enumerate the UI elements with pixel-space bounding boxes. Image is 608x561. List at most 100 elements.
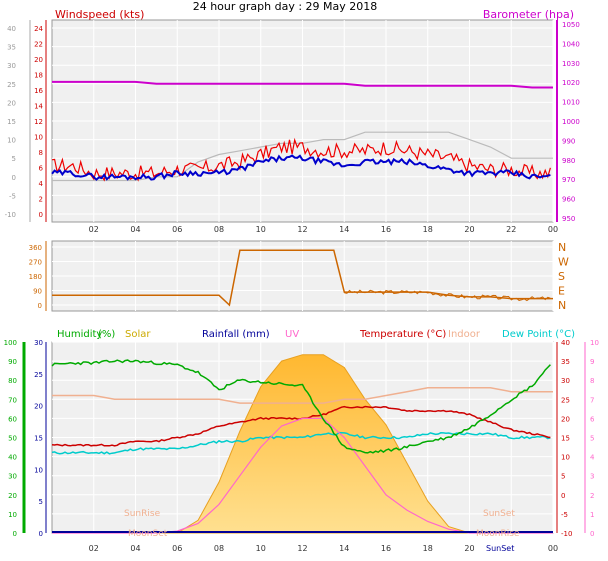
wind-inner-tick-label: 18 bbox=[34, 72, 43, 80]
baro-tick-label: 970 bbox=[562, 176, 575, 184]
wind-outer-tick-label: -10 bbox=[5, 211, 16, 219]
uv-tick-label: 5 bbox=[590, 435, 594, 443]
dir-compass-label: S bbox=[558, 270, 565, 283]
temp-x-axis: 02 04 06 08 10 12 14 16 18 20 00 bbox=[89, 544, 558, 553]
temp-legend: Humidity (%) Solar Rainfall (mm) UV Temp… bbox=[57, 329, 575, 340]
temp-tick-label: -5 bbox=[561, 511, 568, 519]
series-wind-average bbox=[51, 154, 551, 181]
baro-tick-label: 950 bbox=[562, 215, 575, 223]
uv-tick-label: 10 bbox=[590, 339, 599, 347]
series-barometer bbox=[52, 80, 553, 89]
baro-tick-label: 960 bbox=[562, 196, 575, 204]
baro-tick-label: 1010 bbox=[562, 99, 580, 107]
humidity-tick-label: 30 bbox=[8, 473, 17, 481]
dir-tick-label: 270 bbox=[29, 259, 42, 267]
rain-tick-label: 25 bbox=[34, 371, 43, 379]
wind-x-tick-label: 04 bbox=[130, 225, 140, 234]
humidity-tick-label: 10 bbox=[8, 511, 17, 519]
wind-x-axis: 02 04 06 08 10 12 14 16 18 20 22 00 bbox=[89, 225, 558, 234]
baro-tick-label: 1040 bbox=[562, 40, 580, 48]
uv-tick-label: 0 bbox=[590, 530, 594, 538]
wind-x-tick-label: 08 bbox=[214, 225, 224, 234]
wind-x-tick-label: 18 bbox=[423, 225, 433, 234]
wind-left-outer-axis: 40 35 30 25 20 15 10 5 0 -5 -10 bbox=[5, 20, 31, 222]
series-humidity bbox=[51, 359, 551, 454]
temp-x-tick-label: 04 bbox=[130, 544, 140, 553]
wind-inner-tick-label: 6 bbox=[39, 165, 44, 173]
rain-tick-label: 30 bbox=[34, 339, 43, 347]
temp-x-tick-label: 02 bbox=[89, 544, 99, 553]
dir-series bbox=[52, 249, 553, 307]
wind-outer-tick-label: 30 bbox=[7, 62, 16, 70]
temp-tick-label: 25 bbox=[561, 396, 570, 404]
dir-tick-label: 90 bbox=[33, 288, 42, 296]
humidity-tick-label: 70 bbox=[8, 396, 17, 404]
wind-inner-tick-label: 20 bbox=[34, 56, 43, 64]
temp-x-tick-label: 08 bbox=[214, 544, 224, 553]
baro-tick-label: 1020 bbox=[562, 79, 580, 87]
temp-x-tick-label: 20 bbox=[464, 544, 474, 553]
humidity-tick-label: 80 bbox=[8, 377, 17, 385]
sunset-axis-label: SunSet bbox=[486, 544, 514, 553]
uv-tick-label: 6 bbox=[590, 415, 595, 423]
temp-x-tick-label: 18 bbox=[423, 544, 433, 553]
temp-tick-label: 5 bbox=[561, 473, 565, 481]
wind-inner-tick-label: 14 bbox=[34, 103, 43, 111]
temp-right-axis: 40 35 30 25 20 15 10 5 0 -5 -10 bbox=[556, 339, 572, 538]
sunrise-label: SunRise bbox=[124, 509, 161, 519]
temp-x-tick-label: 16 bbox=[381, 544, 391, 553]
uv-tick-label: 4 bbox=[590, 454, 595, 462]
temp-series bbox=[51, 354, 553, 534]
wind-outer-tick-label: 40 bbox=[7, 25, 16, 33]
wind-outer-tick-label: 35 bbox=[7, 44, 16, 52]
dir-compass-label: E bbox=[558, 285, 565, 298]
wind-inner-tick-label: 2 bbox=[39, 196, 43, 204]
rain-left-axis: 30 25 20 15 10 5 0 bbox=[34, 339, 47, 538]
uv-tick-label: 3 bbox=[590, 473, 594, 481]
dir-compass-label: N bbox=[558, 241, 566, 254]
temp-tick-label: 35 bbox=[561, 358, 570, 366]
wind-inner-tick-label: 4 bbox=[39, 180, 44, 188]
wind-x-tick-label: 20 bbox=[464, 225, 474, 234]
wind-inner-tick-label: 22 bbox=[34, 41, 43, 49]
humidity-tick-label: 40 bbox=[8, 454, 17, 462]
legend-rain: Rainfall (mm) bbox=[202, 329, 270, 340]
temp-tick-label: 10 bbox=[561, 454, 570, 462]
dir-compass-label: W bbox=[558, 256, 569, 269]
baro-right-axis: 1050 1040 1030 1020 1010 1000 990 980 970 960 950 bbox=[556, 20, 580, 223]
rain-tick-label: 10 bbox=[34, 466, 43, 474]
temp-x-tick-label: 14 bbox=[339, 544, 349, 553]
rain-tick-label: 0 bbox=[39, 530, 43, 538]
uv-tick-label: 9 bbox=[590, 358, 594, 366]
legend-humidity: Humidity bbox=[57, 329, 102, 340]
wind-outer-tick-label: 20 bbox=[7, 99, 16, 107]
temp-tick-label: 40 bbox=[561, 339, 570, 347]
baro-title: Barometer (hpa) bbox=[483, 8, 574, 21]
dir-tick-label: 0 bbox=[38, 302, 42, 310]
baro-tick-label: 990 bbox=[562, 137, 575, 145]
wind-x-tick-label: 00 bbox=[548, 225, 558, 234]
series-dew-point bbox=[51, 431, 551, 455]
wind-outer-tick-label: 25 bbox=[7, 81, 16, 89]
rain-tick-label: 5 bbox=[39, 498, 43, 506]
sunset-label: SunSet bbox=[483, 509, 515, 519]
wind-x-tick-label: 16 bbox=[381, 225, 391, 234]
wind-outer-tick-label: 5 bbox=[12, 155, 16, 163]
uv-tick-label: 7 bbox=[590, 396, 594, 404]
temp-tick-label: 30 bbox=[561, 377, 570, 385]
temp-tick-label: 0 bbox=[561, 492, 565, 500]
uv-tick-label: 2 bbox=[590, 492, 594, 500]
moonset-label: MoonSet bbox=[128, 529, 168, 539]
wind-series bbox=[51, 80, 553, 182]
series-wind-gust bbox=[51, 137, 551, 182]
dir-compass-label: N bbox=[558, 299, 566, 312]
legend-uv: UV bbox=[285, 329, 299, 340]
humidity-tick-label: 0 bbox=[13, 530, 17, 538]
wind-x-tick-label: 06 bbox=[172, 225, 182, 234]
wind-inner-tick-label: 8 bbox=[39, 149, 43, 157]
dir-left-axis: 360 270 180 90 0 bbox=[29, 241, 47, 311]
series-indoor bbox=[52, 387, 553, 404]
